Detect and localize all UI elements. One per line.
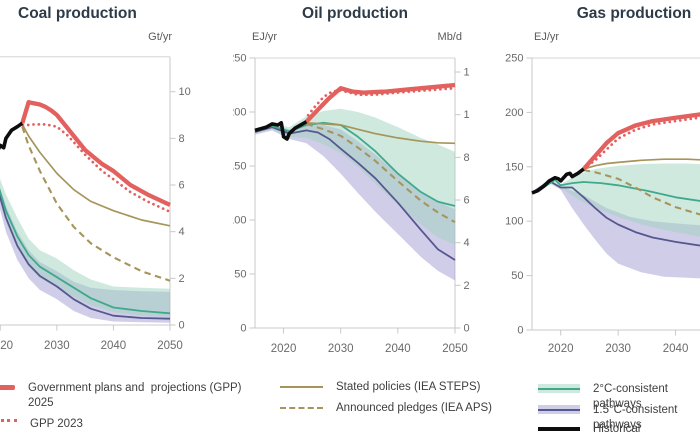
gpp-2025-swatch-icon [0,385,15,390]
legend-label: Historical [593,423,641,435]
y-tick-label: 4 [179,226,185,238]
y-tick-label: 150 [505,161,523,173]
x-tick-label: 2030 [328,343,354,355]
y-tick-label: 100 [464,109,471,121]
y-tick-label: 0 [240,323,246,335]
x-tick-label: 2050 [442,343,468,355]
y-tick-label: 0 [464,323,470,335]
series-twoC [0,188,171,315]
legend-item-aps: Announced pledges (IEA APS) [280,401,492,416]
oil-title: Oil production [302,5,408,22]
x-tick-label: 2020 [0,340,13,352]
x-tick-label: 2040 [101,340,127,352]
band-twoC [532,163,700,237]
oil-unit-right-label: Mb/d [437,31,462,43]
series-historical [531,167,585,195]
y-tick-label: 20 [464,280,471,292]
gas-unit-left-label: EJ/yr [534,31,560,43]
y-tick-label: 120 [464,67,471,79]
series-steps [583,158,700,170]
oil-unit-left-label: EJ/yr [252,31,278,43]
x-tick-label: 2040 [385,343,411,355]
y-tick-label: 250 [233,53,247,65]
series-steps [306,121,456,145]
1-5c-band-swatch-icon [538,405,580,414]
series-steps [21,123,171,227]
series-gpp2023 [582,116,700,171]
series-gpp2025 [304,82,456,124]
series-aps [306,122,456,224]
y-tick-label: 0 [517,325,523,337]
series-historical [254,120,308,141]
legend-label: 1.5°C-consistent pathways [593,404,681,431]
x-tick-label: 2030 [44,340,70,352]
gas-chart-plot: 2020203020402050050100150200250 [505,53,700,355]
band-twoC [0,178,170,317]
historical-swatch-icon [538,427,580,431]
band-oneFiveC [532,180,700,279]
x-tick-label: 2020 [548,343,574,355]
legend-label: GPP 2023 [30,418,83,430]
series-oneFiveC [531,180,700,247]
legend-item-steps: Stated policies (IEA STEPS) [280,380,480,395]
band-oneFiveC [0,186,170,323]
y-tick-label: 40 [464,237,471,249]
y-tick-label: 100 [233,215,247,227]
oil-chart-plot: 2020203020402050050100150200250020406080… [233,53,471,356]
x-tick-label: 2040 [663,343,689,355]
y-tick-label: 150 [233,161,247,173]
legend-label: Stated policies (IEA STEPS) [336,381,481,393]
y-tick-label: 2 [179,273,185,285]
series-aps [21,126,171,282]
x-tick-label: 2030 [605,343,631,355]
series-gpp2025 [20,100,171,207]
y-tick-label: 6 [179,180,185,192]
legend-item-historical: Historical [538,422,640,437]
y-tick-label: 50 [234,269,246,281]
y-tick-label: 80 [464,152,471,164]
gas-title: Gas production [576,5,692,22]
y-tick-label: 8 [179,133,185,145]
y-tick-label: 0 [179,320,185,332]
legend-label: Announced pledges (IEA APS) [336,402,492,414]
y-tick-label: 250 [505,53,523,65]
legend-item-1-5c-pathways: 1.5°C-consistent pathways [538,403,700,432]
series-gpp2025 [582,112,700,171]
y-tick-label: 60 [464,195,471,207]
series-twoC [254,121,456,207]
series-gpp2023 [21,123,172,214]
series-oneFiveC [0,193,171,320]
aps-swatch-icon [280,407,323,409]
y-tick-label: 10 [179,86,191,98]
y-tick-label: 200 [233,107,247,119]
legend-item-gpp-2025: Government plans and projections (GPP) 2… [0,381,270,410]
y-tick-label: 100 [505,216,523,228]
gpp-2023-swatch-icon [0,419,17,422]
legend-item-gpp-2023: GPP 2023 [0,417,83,432]
legend-item-2c-pathways: 2°C-consistent pathways [538,382,700,411]
series-aps [583,169,700,216]
steps-swatch-icon [280,386,323,388]
legend-label: 2°C-consistent pathways [593,383,672,410]
coal-title: Coal production [18,5,137,22]
y-tick-label: 50 [511,270,523,282]
legend-label: Government plans and projections (GPP) 2… [28,382,245,409]
series-historical [0,121,24,151]
series-twoC [531,179,700,202]
x-tick-label: 2050 [157,340,183,352]
coal-chart-plot: 2020 2030 2040 2050 0 2 4 6 8 10 [0,56,191,352]
y-tick-label: 200 [505,107,523,119]
2c-band-swatch-icon [538,384,580,393]
x-tick-label: 2020 [271,343,297,355]
coal-unit-right-label: Gt/yr [148,31,172,43]
